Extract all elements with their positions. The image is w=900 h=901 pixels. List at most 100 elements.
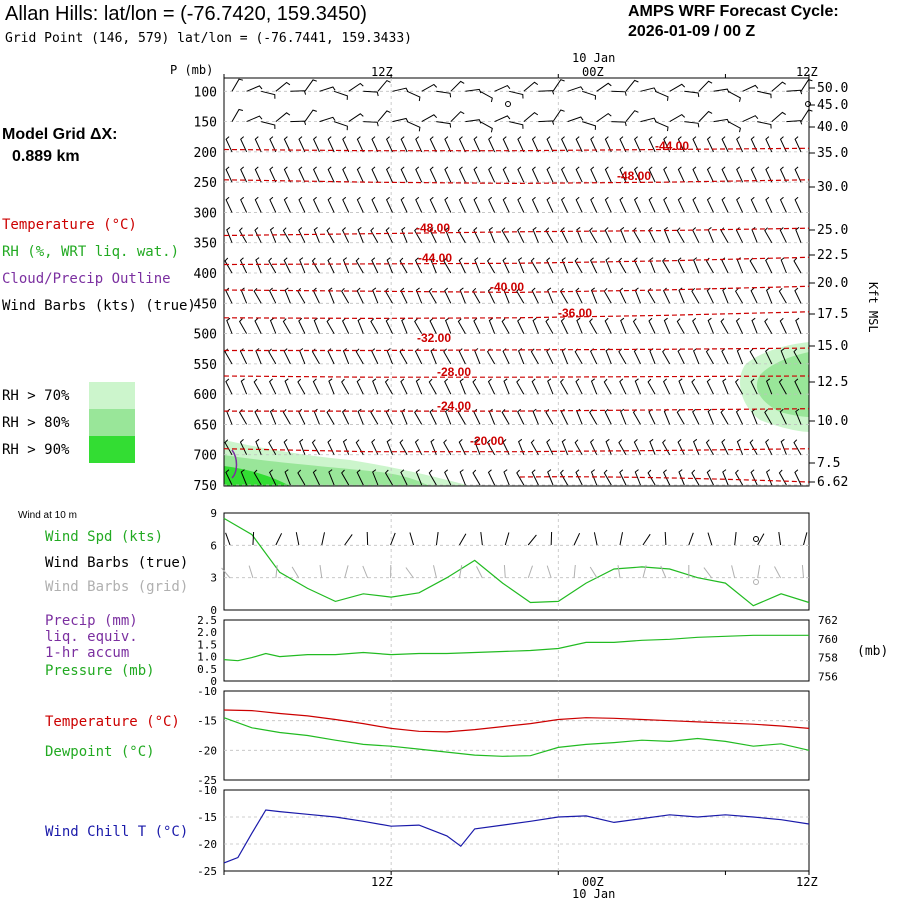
pressure-tick-label: 600 — [194, 388, 217, 403]
wind-barb-true — [459, 534, 465, 545]
wind-barb — [372, 439, 378, 454]
wind-barb — [532, 288, 538, 303]
wind-barb — [305, 110, 317, 122]
wind-barb — [737, 197, 743, 212]
pressure-tick-label: 450 — [194, 297, 217, 312]
wind-barb — [407, 122, 420, 132]
wind-barb — [261, 91, 275, 98]
wind-barb — [663, 349, 670, 364]
wind-barb — [684, 91, 699, 97]
wind-barb — [489, 137, 495, 152]
isotherm-label: -44.00 — [418, 251, 452, 265]
wind-barb — [743, 85, 758, 91]
isotherm-line — [224, 376, 809, 377]
wind-barb — [416, 137, 422, 152]
wind-barb — [489, 227, 494, 242]
wind-barb — [436, 122, 450, 128]
wind-barb — [533, 137, 539, 152]
wind-barb — [576, 379, 582, 394]
wind-barb — [547, 258, 553, 273]
pressure-tick-label: 650 — [194, 418, 217, 433]
wind-barb — [606, 439, 611, 454]
wind-barb — [650, 258, 655, 273]
pressure-tick-label: 150 — [194, 116, 217, 131]
wind-barb — [401, 288, 407, 303]
wind-barb — [635, 197, 641, 212]
wind-barb — [678, 349, 684, 364]
wind-barb — [723, 470, 728, 485]
wind-barb — [299, 197, 305, 212]
wind-barb — [670, 115, 685, 122]
wind-barb — [509, 91, 523, 98]
wind-barb — [531, 258, 538, 273]
wind-barb — [605, 318, 611, 333]
isotherm-label: -24.00 — [437, 399, 471, 413]
dewpoint-line — [224, 718, 809, 757]
wind-barb-grid — [292, 567, 299, 578]
wind-barb — [606, 349, 611, 364]
wind-barb — [678, 167, 684, 182]
wind-barb — [796, 318, 801, 333]
wind-barb — [794, 440, 801, 455]
wind-barb-grid — [618, 565, 620, 578]
isotherm-label: -36.00 — [558, 306, 592, 320]
wind-barb — [780, 318, 786, 333]
wind-barb — [721, 409, 728, 424]
wind-barb — [766, 137, 772, 152]
wind-barb — [561, 409, 567, 424]
wind-barb — [547, 349, 553, 364]
pressure-tick-label: 350 — [194, 237, 217, 252]
wind-barb — [781, 197, 787, 212]
isotherm-line — [224, 148, 809, 150]
wind-barb — [737, 439, 742, 454]
wind-barb — [692, 288, 699, 303]
wind-barb-grid — [732, 565, 735, 578]
precip-y-tick: 0.5 — [197, 663, 217, 676]
wind-barb — [474, 167, 480, 182]
wind-barb — [320, 117, 336, 121]
wind-barb — [343, 137, 349, 152]
wind-barb — [648, 379, 655, 394]
wind-barb — [582, 91, 595, 99]
wind-barb — [387, 439, 392, 454]
wind-barb — [313, 440, 320, 455]
wind-barb — [416, 197, 422, 212]
wind-barb — [284, 258, 290, 273]
temperature-line — [224, 710, 809, 732]
wind-barb — [401, 379, 407, 394]
wind-barb — [619, 440, 626, 455]
wind-barb — [553, 80, 565, 92]
pressure-tick-label: 750 — [194, 479, 217, 494]
wind-barb-true — [481, 532, 483, 545]
wind-barb — [459, 439, 465, 454]
wind-barb — [723, 379, 728, 394]
wind-barb — [722, 349, 728, 364]
chill-panel-y-tick: -15 — [197, 811, 217, 824]
wind-barb — [241, 258, 247, 273]
kft-tick-label: 45.0 — [817, 98, 848, 113]
wind-panel-y-tick: 6 — [210, 539, 217, 552]
wind-barb-true — [574, 533, 579, 545]
wind-barb — [611, 122, 626, 126]
wind-barb — [451, 81, 464, 91]
wind-barb-true — [410, 533, 414, 546]
wind-barb — [796, 227, 801, 242]
wind-barb — [751, 288, 757, 303]
wind-barb — [436, 91, 450, 97]
wind-barb — [474, 197, 480, 212]
temp-panel-y-tick: -10 — [197, 685, 217, 698]
wind-barb — [766, 439, 772, 454]
wind-barb — [591, 349, 597, 364]
wind-barb — [247, 86, 262, 91]
wind-barb — [431, 439, 436, 454]
wind-barb — [562, 197, 568, 212]
wind-barb — [460, 197, 466, 212]
wind-barb — [328, 197, 334, 212]
wind-barb-true — [643, 534, 650, 545]
wind-barb — [300, 439, 305, 454]
wind-barb — [664, 379, 670, 394]
wind-barb — [343, 167, 349, 182]
wind-barb — [320, 87, 336, 91]
wind-barb — [634, 258, 640, 273]
wind-barb — [649, 228, 655, 243]
